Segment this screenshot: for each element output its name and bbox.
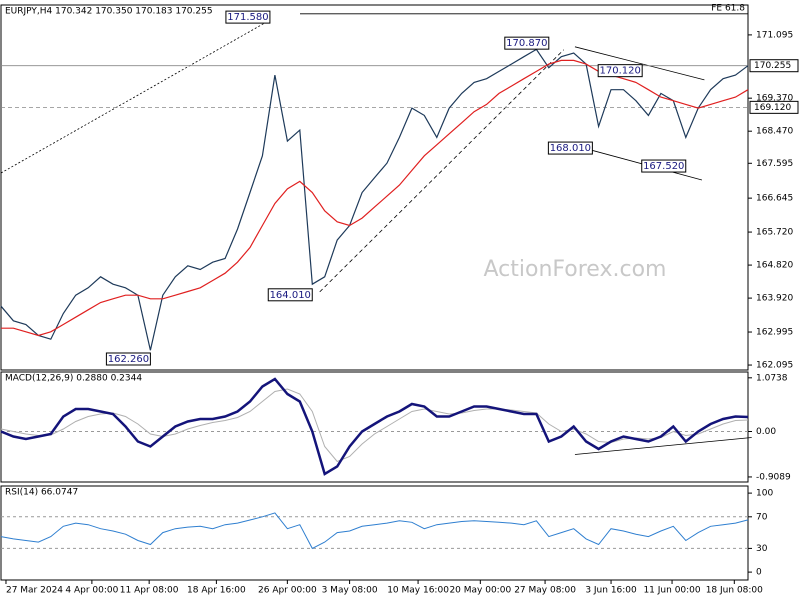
pane-title: MACD(12,26,9) 0.2880 0.2344 [5, 374, 142, 384]
level-label: FE 61.8 [711, 3, 745, 13]
pane-frame [0, 4, 749, 371]
series-line [0, 48, 749, 351]
x-tick-label: 3 May 08:00 [322, 586, 378, 596]
x-tick-label: 10 May 16:00 [387, 586, 449, 596]
annotation-label: 162.260 [108, 354, 149, 365]
y-tick-label: 1.0738 [756, 373, 788, 383]
series-line [0, 388, 749, 463]
y-tick-label: 165.720 [756, 228, 793, 238]
annotation-box [105, 352, 151, 366]
y-tick-label: 164.820 [756, 261, 793, 271]
x-tick-label: 26 Apr 00:00 [258, 586, 317, 596]
y-tick-label: 171.095 [756, 30, 793, 40]
x-tick-label: 20 May 00:00 [449, 586, 511, 596]
y-tick-label: 163.920 [756, 294, 793, 304]
y-tick-label: 162.995 [756, 328, 793, 338]
y-tick-label: 167.595 [756, 159, 793, 169]
x-tick-label: 4 Apr 00:00 [65, 586, 118, 596]
y-tick-label: 100 [756, 489, 773, 499]
y-tick-label: 162.095 [756, 361, 793, 371]
annotation-box [267, 288, 313, 302]
y-tick-label: 0 [756, 568, 762, 578]
y-tick-label: 168.470 [756, 127, 793, 137]
y-tick-label: -0.9089 [756, 472, 791, 482]
price-label: 169.120 [754, 103, 791, 113]
annotation-box [225, 10, 271, 24]
annotation-label: 167.520 [643, 161, 684, 172]
series-line [1, 59, 749, 337]
pane-title: EURJPY,H4 170.342 170.350 170.183 170.25… [5, 7, 213, 17]
trend-line [0, 19, 271, 174]
price-label-box [749, 59, 799, 73]
series-line [0, 377, 749, 476]
x-tick-label: 11 Apr 08:00 [120, 586, 179, 596]
x-tick-label: 3 Jun 16:00 [585, 586, 637, 596]
pane-frame [0, 485, 749, 581]
y-tick-label: 30 [756, 544, 768, 554]
price-label-box [749, 100, 799, 114]
annotation-label: 170.870 [506, 38, 547, 49]
x-tick-label: 27 Mar 2024 [6, 586, 63, 596]
y-tick-label: 166.645 [756, 194, 793, 204]
annotation-label: 170.120 [599, 66, 640, 77]
y-tick-label: 0.00 [756, 427, 776, 437]
y-tick-label: 70 [756, 512, 768, 522]
price-label: 170.255 [754, 61, 791, 71]
annotation-box [547, 141, 593, 155]
x-tick-label: 18 Jun 08:00 [706, 586, 763, 596]
annotation-label: 168.010 [550, 143, 591, 154]
pane-title: RSI(14) 66.0747 [5, 488, 78, 498]
annotation-label: 164.010 [270, 290, 311, 301]
watermark: ActionForex.com [484, 257, 667, 282]
x-tick-label: 11 Jun 00:00 [643, 586, 700, 596]
x-tick-label: 27 May 08:00 [514, 586, 576, 596]
x-tick-label: 18 Apr 16:00 [187, 586, 246, 596]
pane-frame [0, 371, 749, 483]
series-line [0, 512, 749, 550]
trend-line [319, 49, 565, 293]
annotation-box [641, 159, 687, 173]
annotation-box [504, 36, 550, 50]
annotation-label: 171.580 [227, 12, 268, 23]
trend-line [574, 46, 705, 81]
annotation-box [597, 64, 643, 78]
trend-line [574, 437, 752, 455]
y-tick-label: 169.370 [756, 94, 793, 104]
